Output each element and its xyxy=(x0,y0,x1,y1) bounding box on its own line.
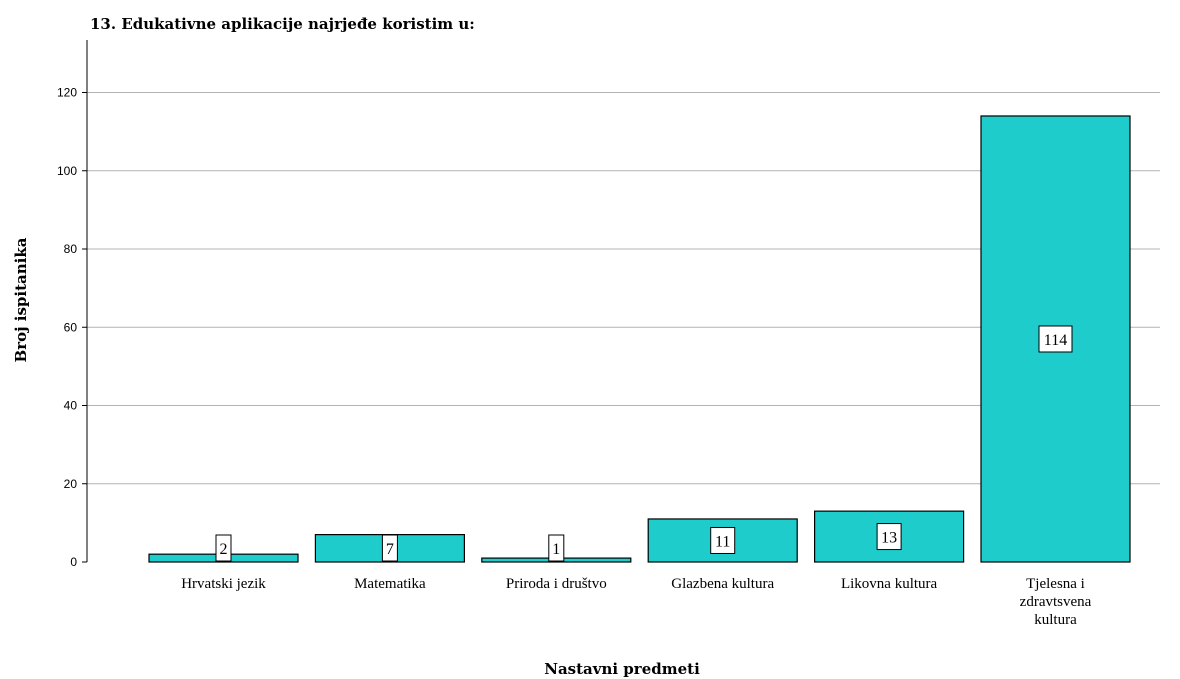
y-axis-title: Broj ispitanika xyxy=(12,237,30,362)
data-label-box xyxy=(710,526,736,554)
y-tick-label: 80 xyxy=(64,242,78,256)
y-tick-label: 40 xyxy=(64,399,78,413)
x-tick-label: Tjelesna i zdravtsvena kultura xyxy=(1020,576,1092,628)
data-label: 13 xyxy=(876,523,902,551)
x-axis-ticks: Hrvatski jezik Matematika Priroda i društv… xyxy=(181,576,1091,628)
data-label-text: 13 xyxy=(881,530,897,547)
x-axis-title: Nastavni predmeti xyxy=(544,660,700,678)
data-label-text: 114 xyxy=(1044,332,1067,349)
x-tick-label: Hrvatski jezik xyxy=(181,576,266,592)
bars xyxy=(148,115,1131,563)
data-label: 7 xyxy=(381,534,398,562)
y-tick-label: 20 xyxy=(64,477,78,491)
data-label-text: 7 xyxy=(386,541,394,558)
data-label-box xyxy=(1038,325,1073,353)
data-label: 114 xyxy=(1038,325,1073,353)
y-tick-label: 100 xyxy=(57,164,77,178)
x-tick-label: Glazbena kultura xyxy=(671,576,774,592)
x-tick-label: Priroda i društvo xyxy=(506,576,607,592)
data-label-text: 1 xyxy=(552,541,560,558)
x-tick-label: Likovna kultura xyxy=(841,576,938,592)
x-tick-label: Matematika xyxy=(354,576,426,592)
data-label: 1 xyxy=(548,534,565,562)
data-label-box xyxy=(215,534,232,562)
data-label-box xyxy=(548,534,565,562)
y-tick-label: 0 xyxy=(70,555,77,569)
y-tick-label: 60 xyxy=(64,320,78,334)
y-axis-ticks: 0 20 40 60 80 100 120 xyxy=(57,86,87,569)
data-label: 11 xyxy=(710,526,736,554)
data-label: 2 xyxy=(215,534,232,562)
chart-title: 13. Edukativne aplikacije najrjeđe koris… xyxy=(90,15,475,33)
data-label-box xyxy=(381,534,398,562)
data-label-text: 2 xyxy=(220,541,228,558)
data-label-text: 11 xyxy=(715,533,730,550)
data-label-box xyxy=(876,523,902,551)
y-tick-label: 120 xyxy=(57,86,77,100)
